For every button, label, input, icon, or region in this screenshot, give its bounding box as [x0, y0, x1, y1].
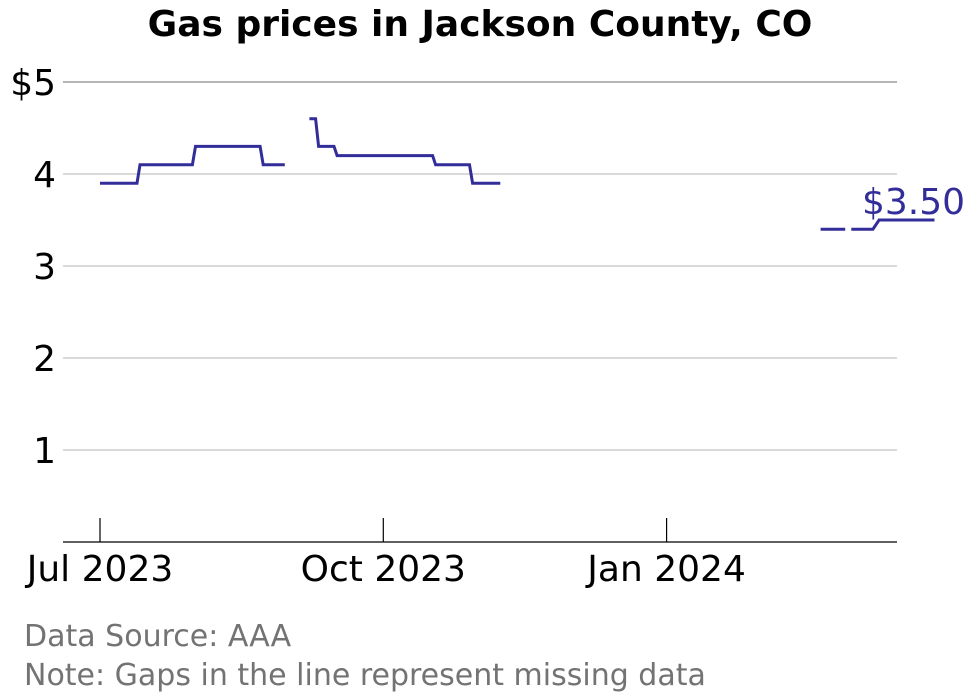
line-segment [309, 117, 501, 185]
y-tick-label: 3 [33, 247, 56, 288]
y-tick-label: 1 [33, 431, 56, 472]
x-axis-ticks: Jul 2023 Oct 2023 Jan 2024 [25, 518, 746, 590]
x-tick-label: Jan 2024 [585, 549, 746, 590]
y-tick-label: $5 [10, 63, 56, 104]
line-segment [851, 218, 935, 231]
data-source: Data Source: AAA [24, 619, 292, 654]
line-segment [100, 144, 285, 185]
chart-title: Gas prices in Jackson County, CO [148, 4, 813, 45]
last-value-label: $3.50 [862, 182, 965, 223]
grid [63, 81, 897, 451]
y-axis-ticks: $5 4 3 2 1 [10, 63, 56, 472]
x-tick-label: Jul 2023 [25, 549, 174, 590]
price-line [100, 117, 935, 231]
y-tick-label: 4 [33, 155, 56, 196]
missing-data-note: Note: Gaps in the line represent missing… [24, 658, 706, 693]
x-tick-label: Oct 2023 [301, 549, 466, 590]
y-tick-label: 2 [33, 339, 56, 380]
